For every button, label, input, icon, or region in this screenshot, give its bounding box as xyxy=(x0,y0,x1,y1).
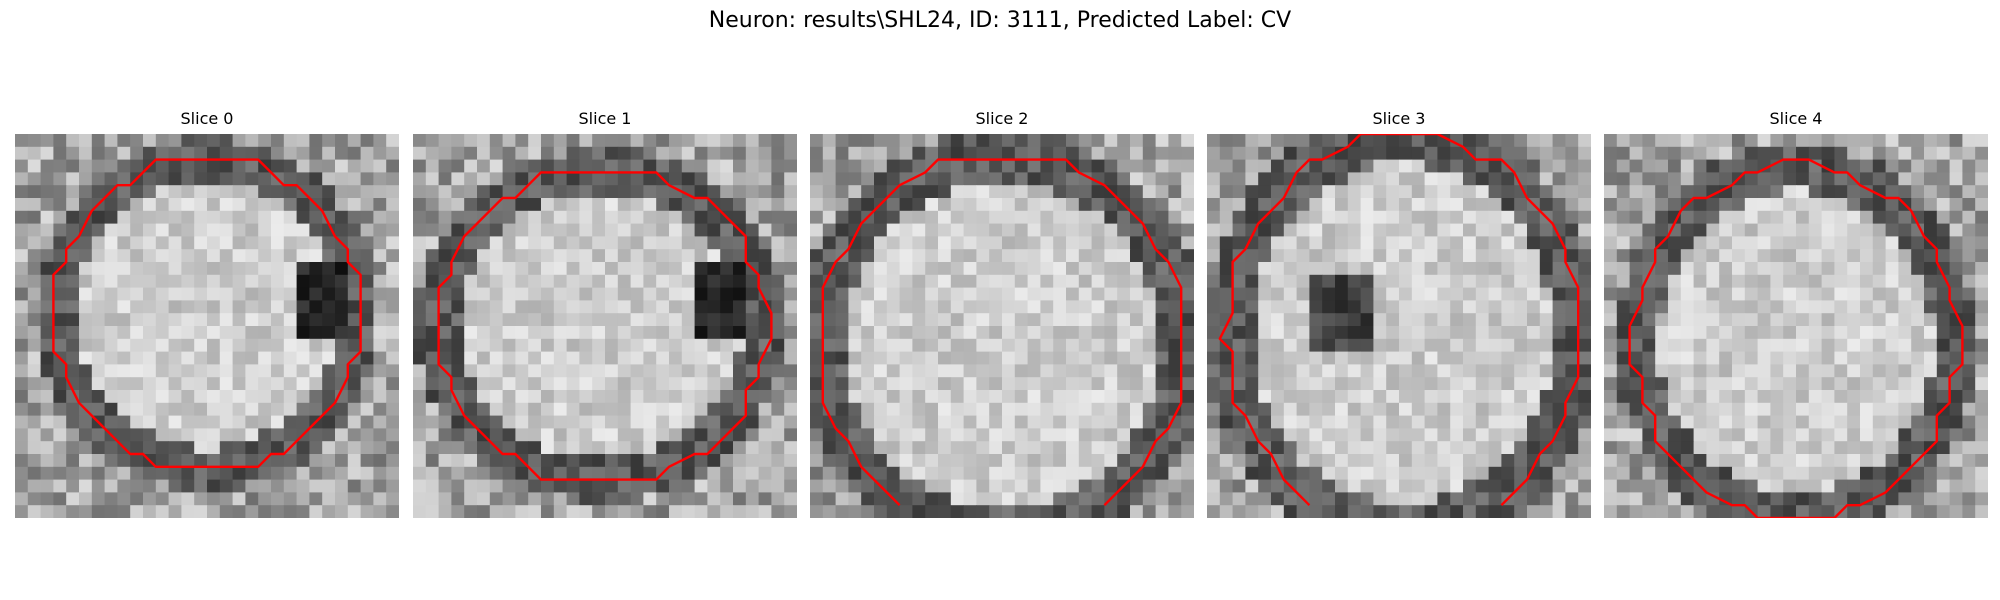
contour-line xyxy=(1628,158,1964,518)
slice-title-2: Slice 2 xyxy=(975,109,1029,128)
pixel-grid xyxy=(810,134,1194,518)
slice-panel-4: Slice 4 xyxy=(1604,108,1988,518)
slice-title-0: Slice 0 xyxy=(180,109,234,128)
slice-panel-2: Slice 2 xyxy=(810,108,1194,518)
pixel-grid xyxy=(15,134,399,518)
slice-image-2 xyxy=(810,134,1194,518)
slice-title-3: Slice 3 xyxy=(1372,109,1426,128)
contour-line xyxy=(52,158,362,468)
slice-panel-1: Slice 1 xyxy=(413,108,797,518)
contour-line xyxy=(1218,134,1580,507)
slice-image-4 xyxy=(1604,134,1988,518)
slice-image-1 xyxy=(413,134,797,518)
figure-title: Neuron: results\SHL24, ID: 3111, Predict… xyxy=(708,8,1292,33)
slice-image-3 xyxy=(1207,134,1591,518)
contour-line xyxy=(437,171,773,481)
contour-line xyxy=(821,158,1183,507)
pixel-grid xyxy=(1604,134,1988,518)
slice-title-1: Slice 1 xyxy=(578,109,632,128)
slice-panel-3: Slice 3 xyxy=(1207,108,1591,518)
slice-panel-0: Slice 0 xyxy=(15,108,399,518)
pixel-grid xyxy=(413,134,797,518)
pixel-grid xyxy=(1207,134,1591,518)
slice-title-4: Slice 4 xyxy=(1769,109,1823,128)
slice-image-0 xyxy=(15,134,399,518)
